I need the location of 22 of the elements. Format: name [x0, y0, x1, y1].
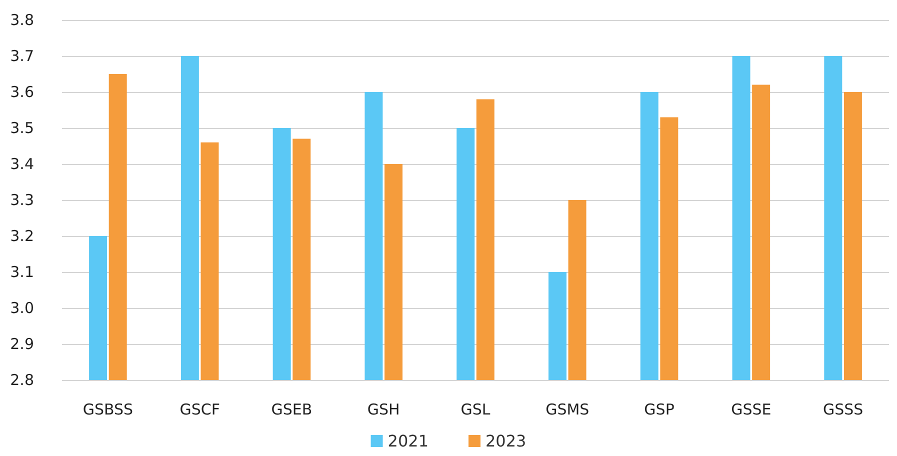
y-tick-label: 3.7	[10, 47, 34, 65]
x-tick-label: GSCF	[180, 400, 220, 418]
y-tick-label: 3.8	[10, 11, 34, 29]
y-tick-label: 3.3	[10, 191, 34, 209]
y-tick-label: 2.8	[10, 371, 34, 389]
y-tick-label: 3.1	[10, 263, 34, 281]
y-tick-label: 3.0	[10, 299, 34, 317]
y-tick-label: 3.4	[10, 155, 34, 173]
y-tick-label: 2.9	[10, 335, 34, 353]
x-tick-label: GSEB	[271, 400, 312, 418]
x-tick-label: GSSE	[731, 400, 772, 418]
x-tick-label: GSH	[367, 400, 400, 418]
x-tick-label: GSMS	[546, 400, 590, 418]
x-tick-label: GSL	[460, 400, 491, 418]
x-tick-label: GSSS	[822, 400, 864, 418]
x-tick-label: GSP	[644, 400, 674, 418]
legend-label: 2021	[388, 432, 428, 450]
x-tick-label: GSBSS	[82, 400, 134, 418]
y-tick-label: 3.2	[10, 227, 34, 245]
legend-label: 2023	[486, 432, 526, 450]
y-tick-label: 3.5	[10, 119, 34, 137]
y-tick-label: 3.6	[10, 83, 34, 101]
